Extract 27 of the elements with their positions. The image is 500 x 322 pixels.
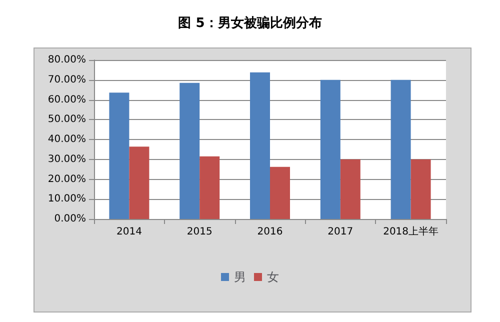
bar <box>180 82 200 219</box>
legend-label: 女 <box>267 270 279 284</box>
bar <box>200 156 220 219</box>
y-tick-label: 30.00% <box>48 154 86 165</box>
y-tick-label: 60.00% <box>48 94 86 106</box>
bar <box>129 146 150 219</box>
x-tick-label: 2018上半年 <box>383 226 439 238</box>
bar <box>109 92 130 219</box>
x-tick-label: 2014 <box>116 226 142 238</box>
bar <box>270 166 290 219</box>
y-tick-label: 20.00% <box>48 174 86 185</box>
y-tick-label: 80.00% <box>48 54 86 66</box>
bar <box>340 159 360 219</box>
legend-label: 男 <box>234 270 246 284</box>
y-tick-label: 50.00% <box>48 114 86 126</box>
x-tick-label: 2015 <box>186 226 212 238</box>
bar <box>250 72 270 219</box>
x-tick-label: 2016 <box>257 226 283 238</box>
x-tick-label: 2017 <box>328 226 354 238</box>
y-tick-label: 70.00% <box>48 74 86 86</box>
chart-title: 图 5：男女被骗比例分布 <box>178 15 322 31</box>
bar <box>410 159 431 219</box>
bar <box>390 80 411 219</box>
y-tick-label: 0.00% <box>54 214 86 224</box>
y-tick-label: 40.00% <box>48 134 86 145</box>
y-tick-label: 10.00% <box>48 194 86 205</box>
bar <box>320 80 340 219</box>
